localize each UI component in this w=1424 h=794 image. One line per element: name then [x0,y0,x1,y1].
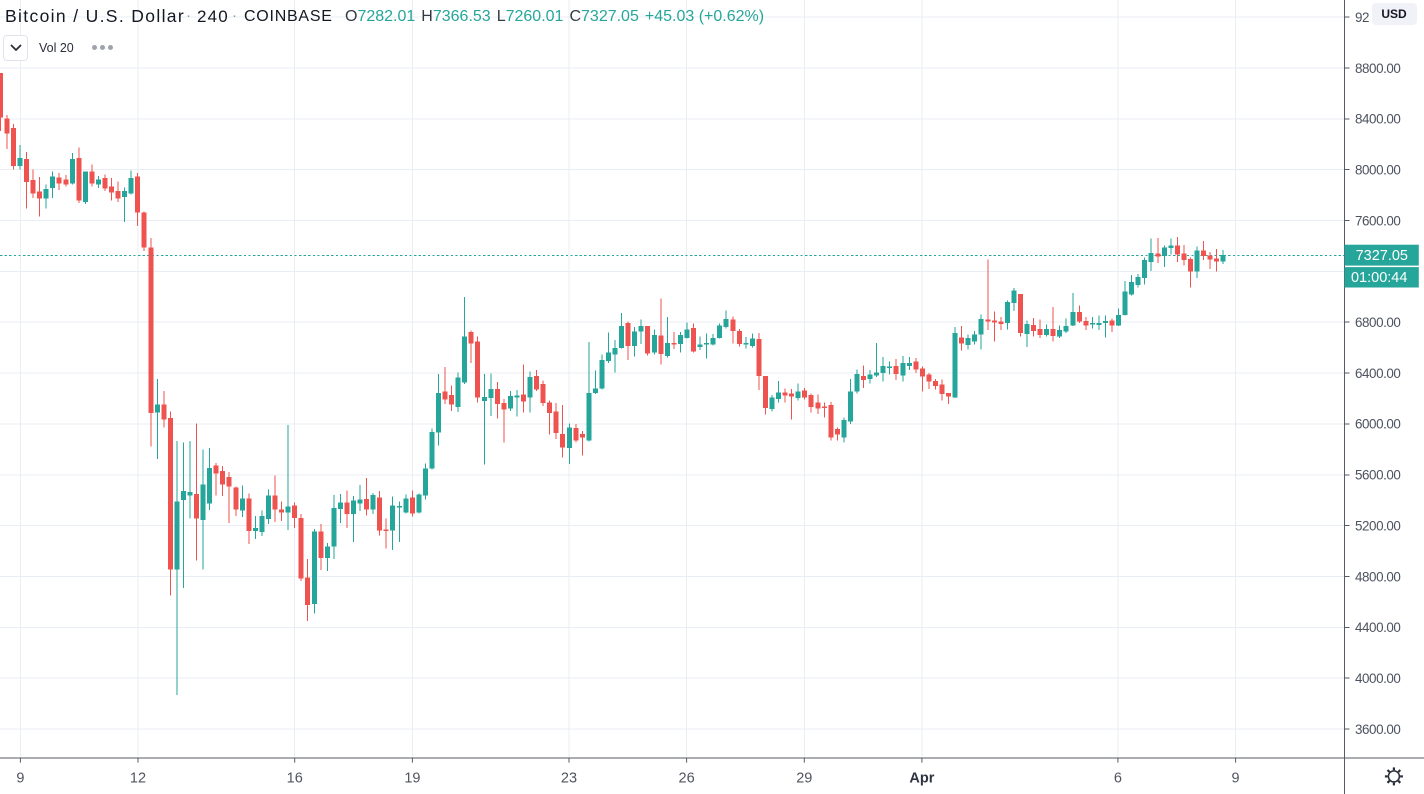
svg-text:8400.00: 8400.00 [1355,112,1400,127]
svg-text:6: 6 [1114,771,1122,787]
svg-text:01:00:44: 01:00:44 [1351,270,1407,286]
svg-text:92: 92 [1355,10,1369,25]
svg-text:12: 12 [130,771,146,787]
svg-text:16: 16 [287,771,303,787]
svg-text:23: 23 [561,771,577,787]
svg-text:26: 26 [679,771,695,787]
svg-text:19: 19 [404,771,420,787]
svg-text:6800.00: 6800.00 [1355,315,1400,330]
svg-text:3600.00: 3600.00 [1355,722,1400,737]
svg-text:8800.00: 8800.00 [1355,61,1400,76]
svg-text:4000.00: 4000.00 [1355,671,1400,686]
svg-text:Apr: Apr [909,771,934,787]
svg-text:6400.00: 6400.00 [1355,366,1400,381]
svg-text:7600.00: 7600.00 [1355,213,1400,228]
svg-text:8000.00: 8000.00 [1355,163,1400,178]
svg-text:5600.00: 5600.00 [1355,468,1400,483]
svg-text:4400.00: 4400.00 [1355,620,1400,635]
svg-text:6000.00: 6000.00 [1355,417,1400,432]
svg-text:29: 29 [796,771,812,787]
svg-text:7327.05: 7327.05 [1356,248,1408,264]
svg-text:9: 9 [1232,771,1240,787]
svg-text:5200.00: 5200.00 [1355,518,1400,533]
svg-text:9: 9 [16,771,24,787]
svg-text:4800.00: 4800.00 [1355,569,1400,584]
